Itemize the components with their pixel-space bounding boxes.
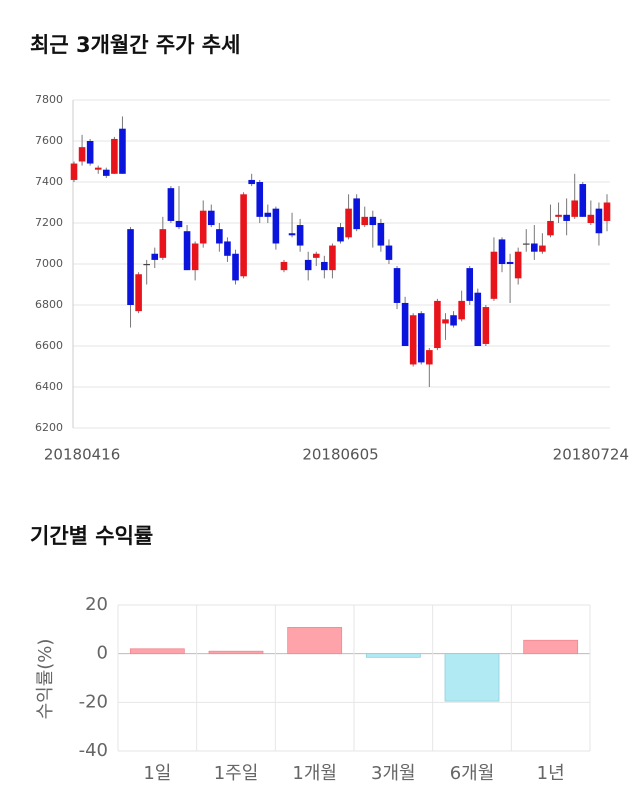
candle-body — [377, 223, 385, 246]
candle-body — [135, 274, 142, 312]
candle-body — [167, 188, 175, 221]
x-tick-label: 1개월 — [292, 763, 337, 784]
y-tick-label: 6400 — [35, 380, 63, 393]
candle-body — [458, 300, 465, 320]
chart-title: 기간별 수익률 — [30, 524, 153, 548]
candle-body — [450, 315, 457, 326]
x-tick-label: 1주일 — [214, 763, 259, 784]
candle-body — [127, 229, 134, 305]
y-tick-label: 6600 — [35, 339, 63, 352]
candle-body — [224, 241, 231, 256]
candle-body — [183, 231, 191, 271]
candle-body — [94, 167, 102, 170]
candle-body — [111, 138, 118, 174]
y-tick-label: 20 — [85, 594, 108, 615]
candle-body — [288, 233, 296, 236]
candle-body — [417, 313, 425, 363]
candle-body — [466, 268, 474, 301]
candle-body — [442, 319, 449, 324]
candle-body — [361, 216, 369, 226]
bar — [523, 639, 579, 655]
x-tick-label: 20180724 — [553, 446, 629, 464]
candle-body — [199, 210, 207, 244]
candle-body — [369, 216, 377, 226]
candle-body — [563, 214, 570, 221]
candle-body — [603, 202, 611, 221]
candle-body — [321, 261, 328, 271]
y-tick-label: 7400 — [35, 175, 63, 188]
candle-body — [482, 307, 490, 344]
candle-body — [514, 251, 522, 279]
bar — [287, 626, 343, 655]
candle-body — [531, 243, 538, 252]
bar — [365, 653, 421, 658]
candle-body — [175, 220, 183, 228]
candle-body — [579, 184, 587, 217]
candle-body — [498, 239, 506, 264]
chart-title: 최근 3개월간 주가 추세 — [30, 33, 240, 57]
candle-body — [539, 245, 546, 252]
x-tick-label: 1일 — [143, 763, 171, 784]
candle-body — [103, 169, 110, 176]
candle-body — [159, 229, 167, 258]
candle-body — [555, 214, 562, 217]
candle-body — [70, 163, 78, 180]
y-tick-label: 6800 — [35, 298, 63, 311]
candle-body — [522, 243, 530, 245]
y-tick-label: 7600 — [35, 134, 63, 147]
candle-body — [401, 302, 409, 346]
candle-body — [474, 292, 482, 346]
candle-body — [434, 300, 441, 349]
candle-body — [232, 253, 239, 281]
candle-body — [385, 245, 393, 260]
candle-body — [191, 243, 199, 271]
candle-body — [587, 214, 595, 223]
y-tick-label: 0 — [97, 643, 108, 664]
candle-body — [207, 210, 215, 226]
candle-body — [312, 253, 320, 258]
candle-body — [240, 194, 247, 277]
x-tick-label: 3개월 — [371, 763, 416, 784]
candle-body — [547, 220, 554, 236]
y-tick-label: -20 — [79, 691, 108, 712]
candle-body — [409, 315, 417, 365]
candle-body — [216, 229, 223, 244]
bar — [129, 648, 185, 655]
candle-body — [272, 208, 280, 244]
candle-body — [151, 253, 159, 260]
bar — [208, 650, 264, 655]
candle-body — [280, 261, 288, 271]
candle-body — [248, 179, 255, 185]
candle-body — [490, 251, 498, 299]
y-tick-label: 6200 — [35, 421, 63, 434]
candle-body — [296, 225, 304, 246]
candle-body — [337, 227, 344, 242]
y-axis-label: 수익률(%) — [35, 639, 56, 720]
candle-body — [353, 198, 360, 230]
y-tick-label: -40 — [79, 740, 108, 761]
y-tick-label: 7200 — [35, 216, 63, 229]
x-tick-label: 20180416 — [44, 446, 120, 464]
candle-body — [329, 245, 336, 271]
y-tick-label: 7800 — [35, 93, 63, 106]
candle-body — [595, 208, 603, 234]
candle-body — [506, 261, 514, 264]
candle-body — [264, 212, 272, 217]
candle-body — [78, 147, 86, 162]
candle-body — [571, 200, 578, 217]
bar — [444, 653, 500, 702]
candle-body — [345, 208, 352, 238]
candle-body — [86, 141, 94, 164]
y-tick-label: 7000 — [35, 257, 63, 270]
candle-body — [426, 350, 433, 365]
candle-body — [256, 182, 264, 217]
x-tick-label: 1년 — [537, 763, 565, 784]
candle-body — [393, 268, 401, 303]
candle-body — [143, 264, 150, 266]
x-tick-label: 20180605 — [302, 446, 378, 464]
candle-body — [304, 259, 312, 271]
candle-body — [119, 128, 126, 174]
x-tick-label: 6개월 — [450, 763, 495, 784]
